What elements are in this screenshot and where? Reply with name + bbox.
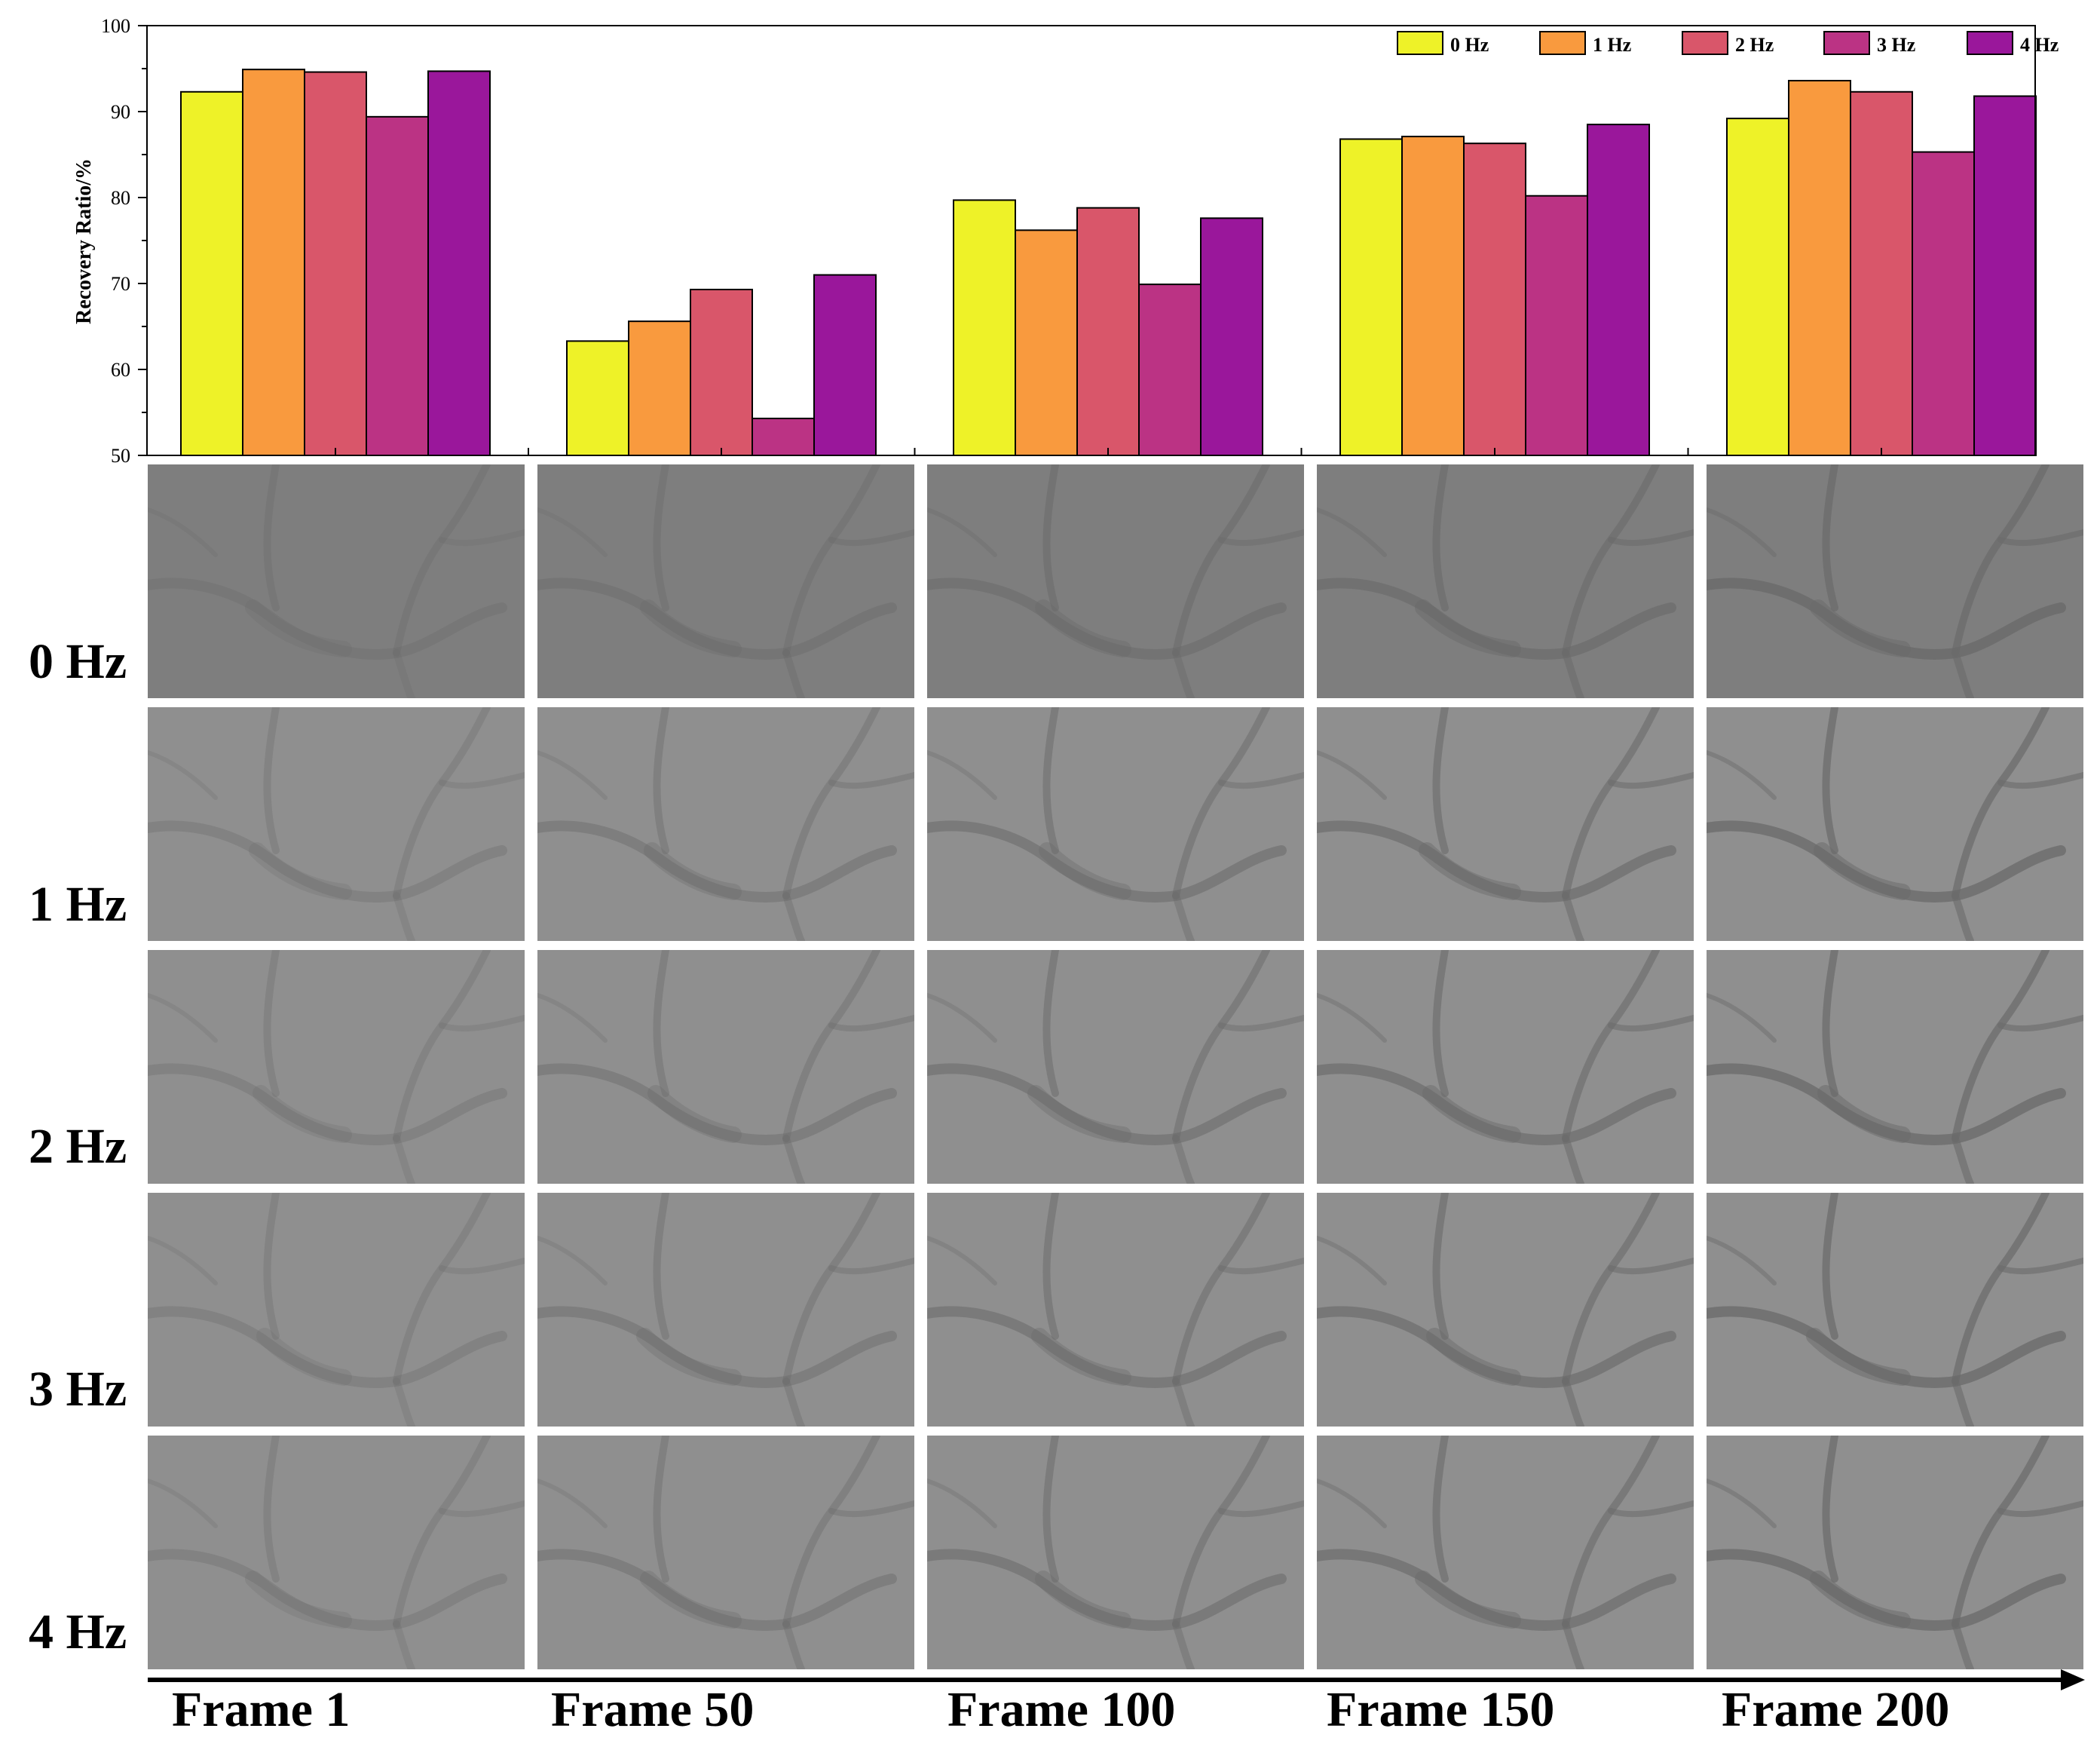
- micrograph-4hz-frame-50: [537, 1436, 914, 1669]
- bar-4hz-frame-100: [1200, 217, 1263, 456]
- legend-swatch-0hz: [1397, 31, 1443, 55]
- legend-label-3hz: 3 Hz: [1877, 34, 1915, 56]
- bar-4hz-frame-50: [813, 274, 877, 456]
- micrograph-2hz-frame-150: [1317, 950, 1694, 1184]
- bar-3hz-frame-50: [752, 417, 815, 456]
- legend: 0 Hz 1 Hz 2 Hz 3 Hz 4 Hz: [1397, 31, 2059, 56]
- axes-layer: 50 60 70 80 90 100: [101, 15, 2036, 467]
- micrograph-4hz-frame-1: [148, 1436, 525, 1669]
- frame-label-1: Frame 1: [172, 1682, 351, 1737]
- bar-3hz-frame-100: [1138, 283, 1202, 457]
- legend-swatch-2hz: [1682, 31, 1728, 55]
- bar-2hz-frame-150: [1463, 143, 1526, 456]
- micrograph-3hz-frame-100: [927, 1193, 1304, 1427]
- micrograph-1hz-frame-1: [148, 707, 525, 941]
- bar-2hz-frame-1: [304, 71, 367, 456]
- micrograph-0hz-frame-100: [927, 464, 1304, 698]
- bar-2hz-frame-100: [1076, 207, 1140, 456]
- image-grid: [148, 464, 2083, 1671]
- y-tick-label: 90: [111, 101, 130, 123]
- micrograph-2hz-frame-200: [1707, 950, 2083, 1184]
- micrograph-1hz-frame-50: [537, 707, 914, 941]
- micrograph-1hz-frame-150: [1317, 707, 1694, 941]
- bars-layer: [180, 69, 2037, 457]
- bar-0hz-frame-50: [566, 340, 629, 456]
- bar-1hz-frame-150: [1401, 136, 1465, 456]
- legend-label-0hz: 0 Hz: [1450, 34, 1489, 56]
- micrograph-2hz-frame-1: [148, 950, 525, 1184]
- legend-swatch-4hz: [1967, 31, 2013, 55]
- bar-1hz-frame-100: [1015, 229, 1078, 456]
- micrograph-3hz-frame-150: [1317, 1193, 1694, 1427]
- bar-0hz-frame-1: [180, 90, 243, 456]
- micrograph-4hz-frame-150: [1317, 1436, 1694, 1669]
- row-label-3hz: 3 Hz: [29, 1362, 127, 1417]
- legend-swatch-1hz: [1539, 31, 1586, 55]
- bar-3hz-frame-150: [1525, 195, 1588, 456]
- y-tick-label: 100: [101, 15, 130, 37]
- bar-2hz-frame-50: [690, 288, 753, 457]
- micrograph-4hz-frame-200: [1707, 1436, 2083, 1669]
- y-tick-label: 70: [111, 273, 130, 295]
- bar-4hz-frame-1: [427, 70, 491, 456]
- y-tick-label: 50: [111, 445, 130, 467]
- bar-1hz-frame-200: [1788, 79, 1851, 457]
- y-tick-label: 80: [111, 187, 130, 209]
- bar-3hz-frame-1: [366, 115, 429, 456]
- micrograph-2hz-frame-50: [537, 950, 914, 1184]
- legend-label-1hz: 1 Hz: [1593, 34, 1631, 56]
- micrograph-1hz-frame-200: [1707, 707, 2083, 941]
- bar-4hz-frame-200: [1973, 95, 2037, 456]
- bar-0hz-frame-100: [953, 199, 1016, 456]
- micrograph-2hz-frame-100: [927, 950, 1304, 1184]
- row-label-4hz: 4 Hz: [29, 1604, 127, 1659]
- micrograph-1hz-frame-100: [927, 707, 1304, 941]
- row-label-2hz: 2 Hz: [29, 1119, 127, 1174]
- micrograph-3hz-frame-200: [1707, 1193, 2083, 1427]
- micrograph-3hz-frame-50: [537, 1193, 914, 1427]
- y-axis-label: Recovery Ratio/%: [72, 158, 96, 324]
- y-tick-label: 60: [111, 359, 130, 381]
- bar-0hz-frame-150: [1339, 138, 1403, 456]
- bar-0hz-frame-200: [1726, 118, 1789, 456]
- bar-2hz-frame-200: [1850, 90, 1913, 456]
- bar-4hz-frame-150: [1587, 124, 1650, 456]
- micrograph-0hz-frame-1: [148, 464, 525, 698]
- frame-label-200: Frame 200: [1722, 1682, 1950, 1737]
- micrograph-0hz-frame-50: [537, 464, 914, 698]
- micrograph-0hz-frame-200: [1707, 464, 2083, 698]
- bar-1hz-frame-50: [628, 320, 691, 456]
- legend-label-4hz: 4 Hz: [2020, 34, 2059, 56]
- row-label-0hz: 0 Hz: [29, 634, 127, 689]
- bar-3hz-frame-200: [1912, 151, 1975, 457]
- bar-chart: 50 60 70 80 90 100 0 Hz 1 Hz 2 Hz 3 Hz 4 Hz Recov…: [72, 15, 2059, 467]
- legend-label-2hz: 2 Hz: [1735, 34, 1774, 56]
- frame-label-150: Frame 150: [1327, 1682, 1555, 1737]
- legend-swatch-3hz: [1823, 31, 1870, 55]
- frame-label-100: Frame 100: [947, 1682, 1176, 1737]
- frame-label-50: Frame 50: [551, 1682, 755, 1737]
- bar-1hz-frame-1: [242, 69, 305, 456]
- micrograph-3hz-frame-1: [148, 1193, 525, 1427]
- micrograph-0hz-frame-150: [1317, 464, 1694, 698]
- row-label-1hz: 1 Hz: [29, 877, 127, 932]
- micrograph-4hz-frame-100: [927, 1436, 1304, 1669]
